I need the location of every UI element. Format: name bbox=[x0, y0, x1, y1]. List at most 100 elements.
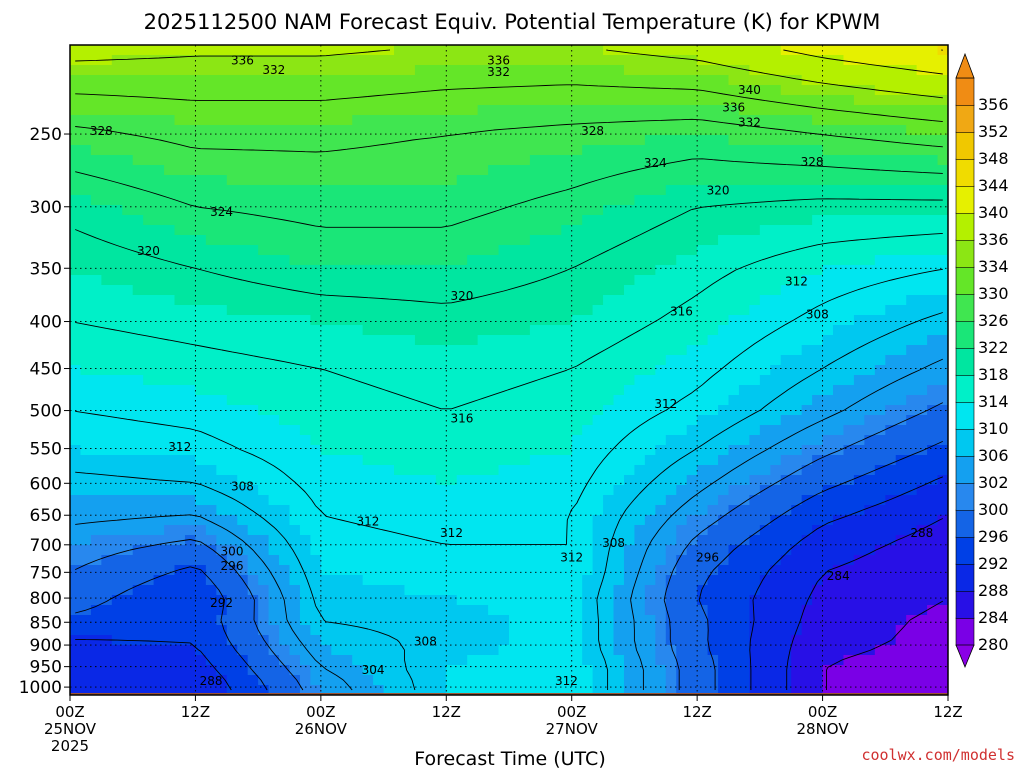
field-cell bbox=[623, 335, 636, 346]
field-cell bbox=[864, 185, 876, 196]
field-cell bbox=[759, 315, 771, 326]
field-cell bbox=[195, 315, 207, 326]
field-cell bbox=[258, 595, 270, 606]
field-cell bbox=[885, 505, 897, 516]
field-cell bbox=[310, 65, 322, 76]
field-cell bbox=[352, 375, 364, 386]
field-cell bbox=[937, 535, 948, 546]
field-cell bbox=[780, 325, 792, 336]
field-cell bbox=[738, 75, 750, 86]
field-cell bbox=[843, 275, 855, 286]
field-cell bbox=[623, 605, 636, 616]
field-cell bbox=[540, 85, 552, 96]
field-cell bbox=[561, 545, 573, 556]
field-cell bbox=[686, 445, 698, 456]
field-cell bbox=[707, 425, 719, 436]
field-cell bbox=[164, 235, 176, 246]
field-cell bbox=[697, 515, 709, 526]
field-cell bbox=[446, 315, 458, 326]
field-cell bbox=[320, 355, 332, 366]
field-cell bbox=[226, 135, 238, 146]
field-cell bbox=[791, 205, 803, 216]
field-cell bbox=[205, 375, 217, 386]
field-cell bbox=[111, 615, 123, 626]
field-cell bbox=[195, 425, 207, 436]
field-cell bbox=[613, 495, 625, 506]
field-cell bbox=[467, 265, 479, 276]
field-cell bbox=[101, 85, 113, 96]
field-cell bbox=[446, 235, 458, 246]
field-cell bbox=[226, 345, 238, 356]
field-cell bbox=[435, 605, 447, 616]
field-cell bbox=[174, 585, 186, 596]
field-cell bbox=[164, 105, 176, 116]
field-cell bbox=[247, 235, 259, 246]
field-cell bbox=[101, 525, 113, 536]
field-cell bbox=[864, 575, 876, 586]
field-cell bbox=[467, 635, 479, 646]
field-cell bbox=[561, 605, 573, 616]
field-cell bbox=[164, 75, 176, 86]
field-cell bbox=[623, 465, 636, 476]
field-cell bbox=[623, 545, 636, 556]
field-cell bbox=[498, 555, 510, 566]
field-cell bbox=[550, 95, 562, 106]
field-cell bbox=[885, 515, 897, 526]
field-cell bbox=[237, 355, 249, 366]
field-cell bbox=[205, 275, 217, 286]
field-cell bbox=[247, 445, 259, 456]
field-cell bbox=[279, 125, 291, 136]
field-cell bbox=[216, 275, 228, 286]
field-cell bbox=[770, 305, 782, 316]
field-cell bbox=[362, 175, 374, 186]
field-cell bbox=[111, 395, 123, 406]
field-cell bbox=[226, 415, 238, 426]
field-cell bbox=[205, 635, 217, 646]
field-cell bbox=[843, 445, 855, 456]
field-cell bbox=[895, 425, 907, 436]
field-cell bbox=[634, 275, 646, 286]
field-cell bbox=[205, 55, 217, 66]
field-cell bbox=[352, 95, 364, 106]
field-cell bbox=[770, 385, 782, 396]
field-cell bbox=[738, 255, 750, 266]
field-cell bbox=[561, 375, 573, 386]
field-cell bbox=[456, 425, 468, 436]
field-cell bbox=[362, 545, 374, 556]
field-cell bbox=[425, 565, 437, 576]
field-cell bbox=[665, 55, 677, 66]
field-cell bbox=[90, 95, 102, 106]
field-cell bbox=[352, 425, 364, 436]
field-cell bbox=[853, 255, 865, 266]
field-cell bbox=[697, 605, 709, 616]
field-cell bbox=[843, 355, 855, 366]
field-cell bbox=[529, 555, 541, 566]
field-cell bbox=[216, 105, 228, 116]
field-cell bbox=[644, 575, 656, 586]
field-cell bbox=[509, 95, 521, 106]
field-cell bbox=[184, 185, 197, 196]
field-cell bbox=[885, 155, 897, 166]
field-cell bbox=[801, 365, 813, 376]
field-cell bbox=[404, 635, 416, 646]
field-cell bbox=[216, 585, 228, 596]
field-cell bbox=[728, 625, 740, 636]
field-cell bbox=[279, 605, 291, 616]
field-cell bbox=[812, 305, 824, 316]
field-cell bbox=[728, 395, 740, 406]
field-cell bbox=[561, 105, 573, 116]
field-cell bbox=[770, 205, 782, 216]
field-cell bbox=[414, 485, 426, 496]
field-cell bbox=[603, 385, 615, 396]
field-cell bbox=[592, 215, 604, 226]
field-cell bbox=[132, 185, 144, 196]
field-cell bbox=[780, 605, 792, 616]
field-cell bbox=[697, 305, 709, 316]
field-cell bbox=[143, 135, 155, 146]
field-cell bbox=[435, 275, 447, 286]
field-cell bbox=[571, 455, 583, 466]
field-cell bbox=[665, 45, 677, 56]
field-cell bbox=[561, 95, 573, 106]
field-cell bbox=[634, 605, 646, 616]
field-cell bbox=[477, 285, 489, 296]
